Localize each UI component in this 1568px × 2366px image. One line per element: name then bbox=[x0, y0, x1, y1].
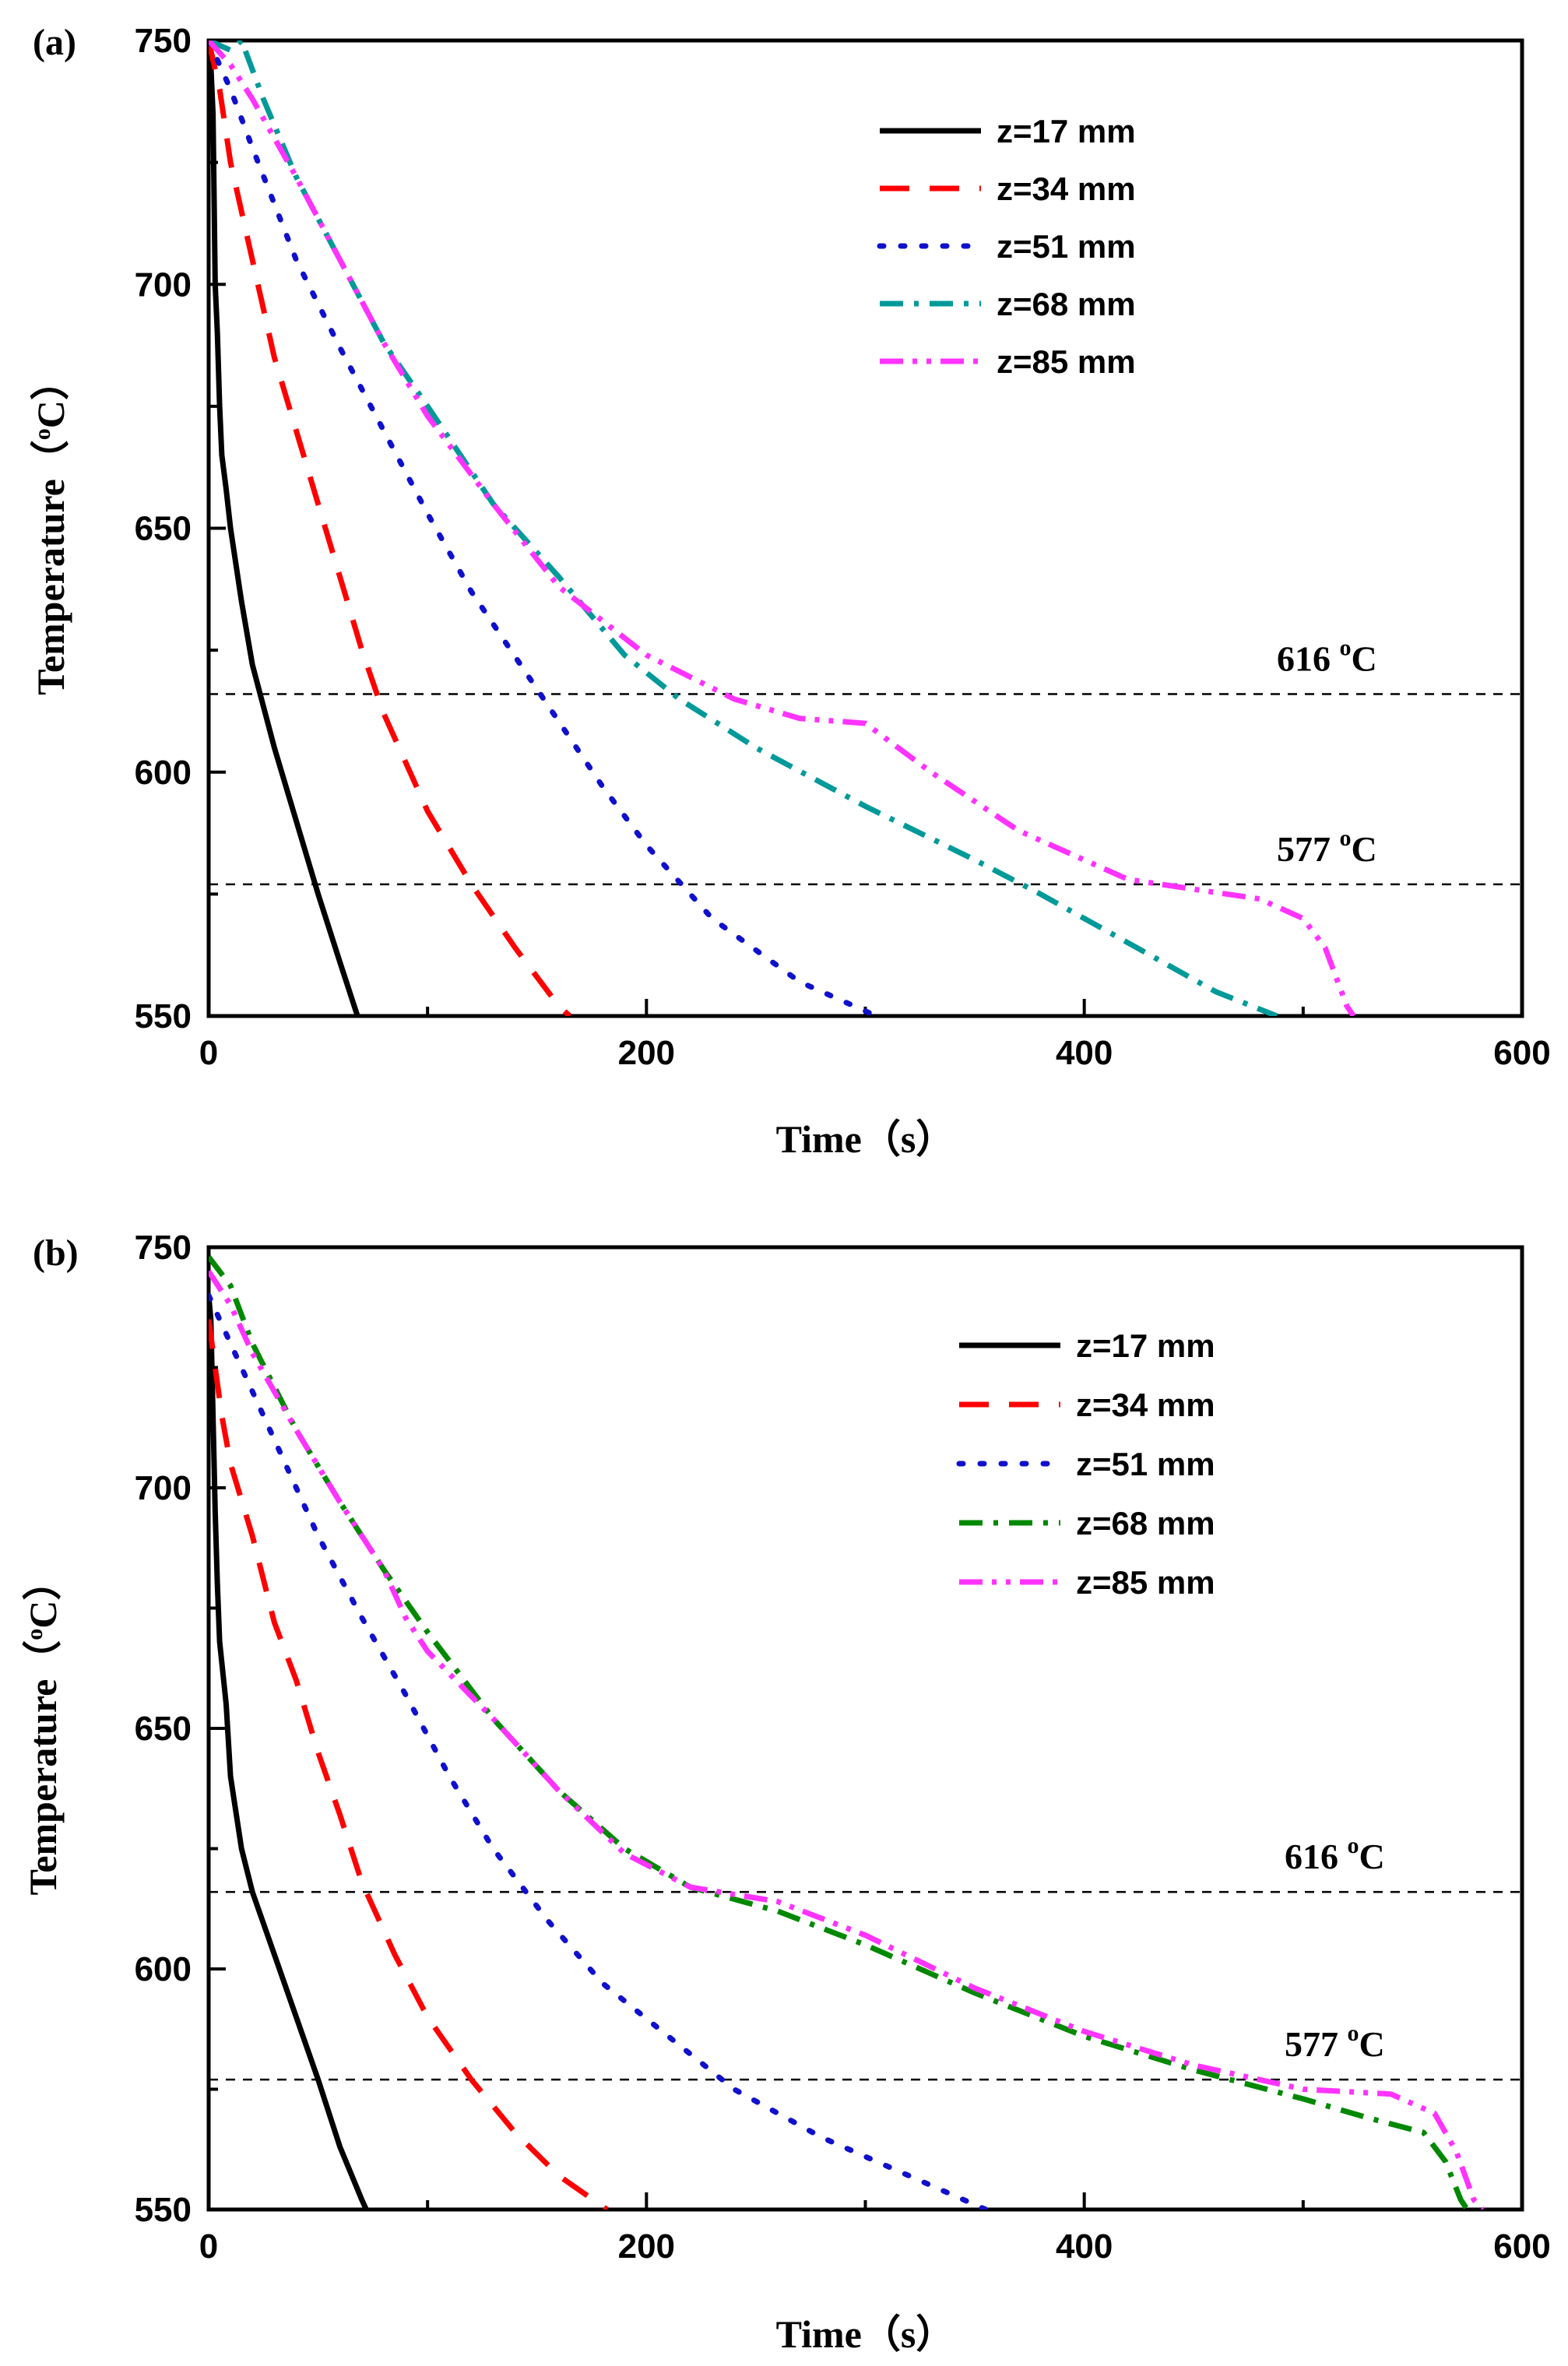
panel-label: (b) bbox=[33, 1232, 79, 1274]
series-group bbox=[209, 40, 1356, 1016]
y-tick-label: 550 bbox=[135, 2191, 192, 2229]
series-line-z-17-mm bbox=[209, 40, 360, 1016]
x-tick-label: 600 bbox=[1493, 1034, 1550, 1072]
legend-label: z=51 mm bbox=[997, 228, 1136, 265]
series-line-z-17-mm bbox=[209, 1295, 369, 2210]
x-tick-label: 400 bbox=[1056, 1034, 1113, 1072]
legend-label: z=68 mm bbox=[997, 286, 1136, 322]
reference-label-616: 616 oC bbox=[1285, 1833, 1385, 1876]
x-axis-title: Time（s） bbox=[776, 2312, 955, 2356]
x-axis-title: Time（s） bbox=[776, 1117, 955, 1161]
y-tick-label: 650 bbox=[135, 1710, 192, 1748]
chart-panel-a: (a) 0 200 400 600 550 600 650 700 750 Time（s） Tempe… bbox=[29, 22, 1551, 1161]
reference-label-577: 577 oC bbox=[1277, 825, 1377, 869]
reference-label-577: 577 oC bbox=[1285, 2020, 1385, 2064]
legend-label: z=17 mm bbox=[1076, 1327, 1215, 1364]
series-line-z-68-mm bbox=[209, 1255, 1470, 2210]
legend-label: z=85 mm bbox=[997, 343, 1136, 380]
x-tick-label: 0 bbox=[199, 1034, 218, 1072]
series-line-z-34-mm bbox=[209, 1319, 609, 2210]
y-tick-label: 750 bbox=[135, 1229, 192, 1267]
y-tick-label: 650 bbox=[135, 510, 192, 548]
y-tick-label: 700 bbox=[135, 1469, 192, 1507]
y-axis-title: Temperature（oC） bbox=[21, 1562, 65, 1896]
reference-label-616: 616 oC bbox=[1277, 635, 1377, 679]
legend-label: z=34 mm bbox=[1076, 1387, 1215, 1423]
y-tick-label: 700 bbox=[135, 265, 192, 304]
legend-label: z=17 mm bbox=[997, 113, 1136, 149]
y-tick-label: 750 bbox=[135, 22, 192, 60]
series-line-z-51-mm bbox=[209, 40, 880, 1016]
series-line-z-34-mm bbox=[209, 40, 572, 1016]
legend-label: z=68 mm bbox=[1076, 1505, 1215, 1542]
legend-label: z=85 mm bbox=[1076, 1564, 1215, 1601]
x-tick-label: 200 bbox=[618, 2227, 675, 2266]
y-axis-title: Temperature（oC） bbox=[29, 361, 72, 695]
x-tick-label: 600 bbox=[1493, 2227, 1550, 2266]
x-tick-label: 400 bbox=[1056, 2227, 1113, 2266]
series-line-z-85-mm bbox=[209, 1269, 1485, 2210]
panel-label: (a) bbox=[33, 22, 76, 63]
legend-label: z=51 mm bbox=[1076, 1446, 1215, 1482]
y-tick-label: 550 bbox=[135, 997, 192, 1035]
x-tick-label: 200 bbox=[618, 1034, 675, 1072]
y-tick-label: 600 bbox=[135, 1950, 192, 1988]
series-group bbox=[209, 1255, 1485, 2210]
chart-panel-b: (b) 0 200 400 600 550 600 650 700 750 Time（s） Tempe… bbox=[21, 1229, 1551, 2356]
series-line-z-51-mm bbox=[209, 1292, 989, 2210]
legend: z=17 mm z=34 mm z=51 mm z=68 mm z=85 mm bbox=[877, 113, 1136, 380]
series-line-z-85-mm bbox=[209, 40, 1356, 1016]
legend-label: z=34 mm bbox=[997, 171, 1136, 207]
series-line-z-68-mm bbox=[209, 40, 1278, 1016]
x-tick-label: 0 bbox=[199, 2227, 218, 2266]
legend: z=17 mm z=34 mm z=51 mm z=68 mm z=85 mm bbox=[956, 1327, 1215, 1601]
y-tick-label: 600 bbox=[135, 754, 192, 792]
